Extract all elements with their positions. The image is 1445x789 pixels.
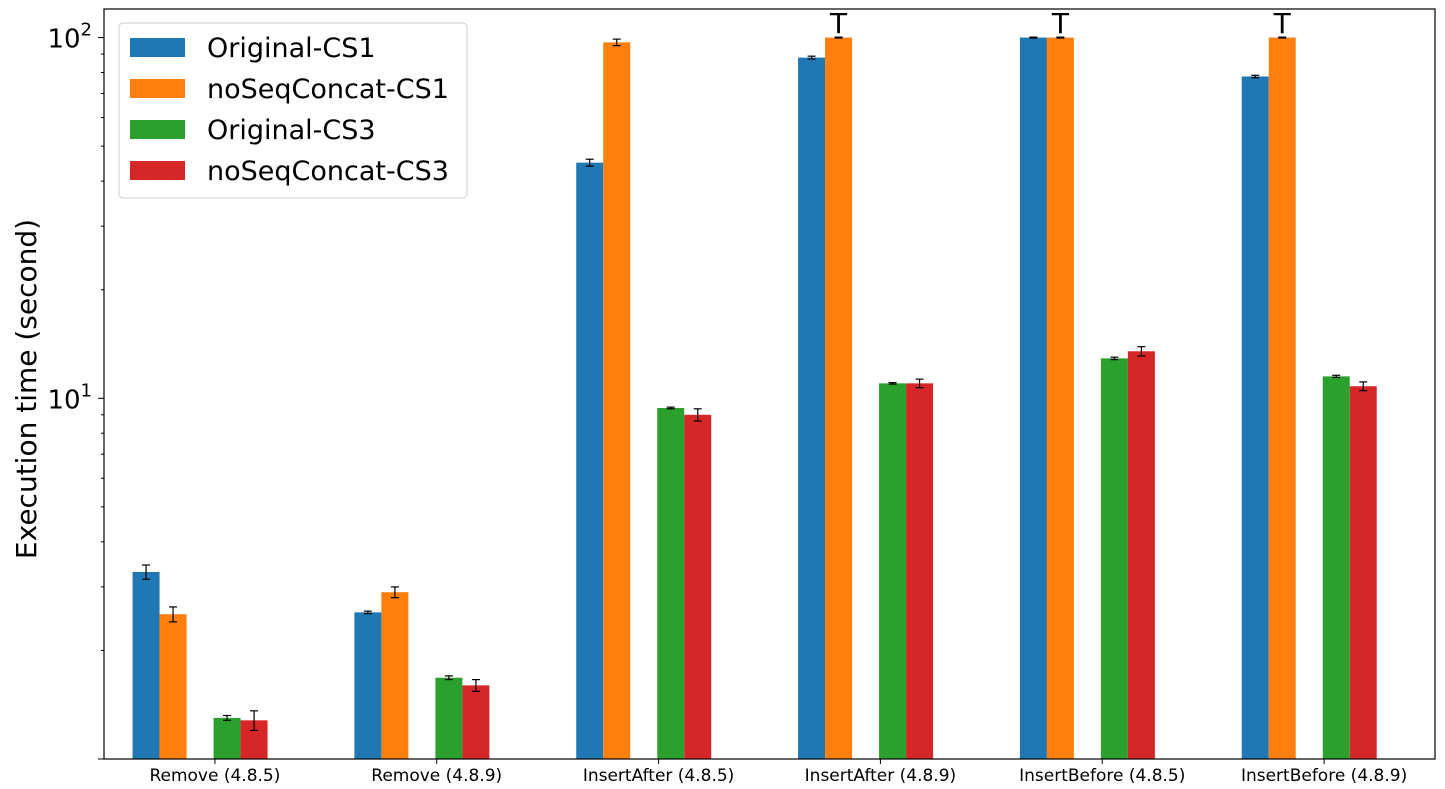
error-bar-original-cs3-4 [1110, 356, 1119, 361]
legend-label-noseqconcat-cs1: noSeqConcat-CS1 [207, 74, 449, 105]
error-bar-original-cs3-1 [444, 675, 453, 681]
bar-original-cs1-3 [798, 57, 826, 760]
error-bar-noseqconcat-cs3-5 [1359, 381, 1368, 392]
error-bar-noseqconcat-cs1-5 [1278, 36, 1287, 39]
error-bar-original-cs1-3 [807, 55, 816, 60]
legend-label-original-cs1: Original-CS1 [207, 33, 376, 64]
error-bar-noseqconcat-cs3-4 [1137, 346, 1146, 357]
timeout-annotation: T [1051, 7, 1070, 40]
bar-original-cs3-2 [657, 407, 685, 759]
axes-frame [103, 8, 1436, 760]
legend-frame [118, 22, 468, 199]
bar-original-cs1-2 [576, 162, 604, 760]
y-axis-label: Execution time (second) [10, 219, 43, 559]
x-tick-label: Remove (4.8.5) [149, 766, 280, 786]
error-bar-original-cs3-0 [223, 714, 232, 721]
bar-noseqconcat-cs3-4 [1127, 351, 1155, 759]
bar-original-cs1-1 [354, 612, 382, 759]
x-tick-label: InsertBefore (4.8.9) [1241, 766, 1407, 786]
bar-original-cs3-0 [213, 717, 241, 759]
error-bar-noseqconcat-cs1-0 [169, 606, 178, 623]
error-bar-noseqconcat-cs1-2 [612, 38, 621, 47]
x-tick-label: Remove (4.8.9) [371, 766, 502, 786]
error-bar-original-cs1-5 [1251, 74, 1260, 79]
y-tick-label: 101 [47, 380, 92, 415]
x-tick-label: InsertAfter (4.8.9) [805, 766, 957, 786]
legend-swatch-noseqconcat-cs3 [130, 161, 185, 180]
bar-original-cs1-0 [132, 571, 160, 759]
bar-original-cs3-5 [1322, 376, 1350, 759]
error-bar-noseqconcat-cs1-3 [834, 36, 843, 39]
bar-noseqconcat-cs3-2 [684, 414, 712, 759]
bar-noseqconcat-cs3-3 [906, 383, 934, 759]
error-bar-noseqconcat-cs3-2 [693, 408, 702, 422]
legend-swatch-original-cs1 [130, 38, 185, 57]
timeout-annotation: T [829, 7, 848, 40]
bar-noseqconcat-cs1-1 [381, 592, 409, 759]
error-bar-original-cs3-3 [888, 382, 897, 385]
error-bar-noseqconcat-cs1-4 [1056, 36, 1065, 39]
timeout-annotation: T [1273, 7, 1292, 40]
x-tick-label: InsertBefore (4.8.5) [1019, 766, 1185, 786]
bar-noseqconcat-cs3-5 [1349, 386, 1377, 759]
bar-original-cs3-3 [879, 383, 907, 759]
bar-original-cs1-5 [1241, 76, 1269, 759]
bar-noseqconcat-cs1-4 [1046, 37, 1074, 759]
legend-swatch-noseqconcat-cs1 [130, 79, 185, 98]
x-axis-ticks: Remove (4.8.5) Remove (4.8.9) InsertAfter … [149, 759, 1407, 786]
error-bar-original-cs1-0 [142, 564, 151, 580]
bar-noseqconcat-cs1-3 [825, 37, 853, 759]
x-tick-label: InsertAfter (4.8.5) [583, 766, 735, 786]
bar-noseqconcat-cs1-2 [603, 42, 631, 759]
y-tick-label: 102 [47, 20, 92, 55]
bar-original-cs3-1 [435, 677, 463, 759]
bar-original-cs1-4 [1019, 37, 1047, 759]
bar-noseqconcat-cs1-5 [1268, 37, 1296, 759]
error-bar-noseqconcat-cs1-1 [390, 586, 399, 599]
bar-noseqconcat-cs1-0 [159, 614, 187, 759]
legend-swatch-original-cs3 [130, 120, 185, 139]
bar-original-cs3-4 [1100, 358, 1128, 759]
error-bar-original-cs3-2 [666, 406, 675, 410]
error-bar-noseqconcat-cs3-0 [250, 710, 259, 732]
y-axis-ticks: 101 102 [47, 20, 104, 760]
legend-label-noseqconcat-cs3: noSeqConcat-CS3 [207, 156, 449, 187]
legend: Original-CS1 noSeqConcat-CS1 Original-CS3 n… [118, 22, 468, 199]
error-bar-original-cs1-2 [585, 158, 594, 167]
error-bars-layer [142, 36, 1368, 732]
legend-label-original-cs3: Original-CS3 [207, 115, 376, 146]
error-bar-original-cs3-5 [1332, 374, 1341, 379]
error-bar-noseqconcat-cs3-3 [915, 378, 924, 389]
bar-noseqconcat-cs3-1 [462, 685, 490, 759]
error-bar-noseqconcat-cs3-1 [471, 679, 480, 692]
error-bar-original-cs1-4 [1029, 36, 1038, 39]
bars-layer [132, 37, 1377, 760]
error-bar-original-cs1-1 [363, 610, 372, 615]
